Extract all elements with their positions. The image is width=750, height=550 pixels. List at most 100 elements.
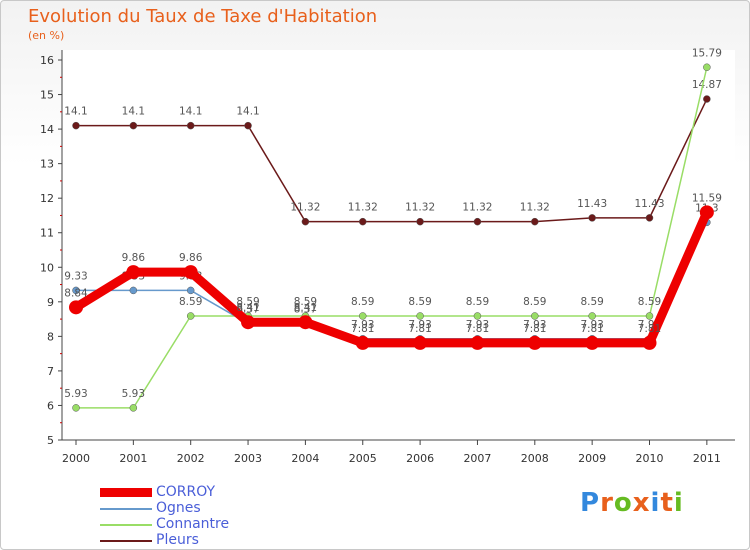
brand-logo: Proxiti [580, 488, 684, 518]
y-tick-label: 12 [40, 192, 54, 205]
x-tick-label: 2005 [349, 452, 377, 465]
data-point [531, 217, 539, 226]
data-point [473, 312, 482, 320]
data-point [129, 121, 138, 130]
data-point [359, 312, 367, 320]
brand-letter: t [660, 488, 674, 518]
data-label: 8.59 [580, 296, 603, 308]
data-point [585, 335, 600, 350]
data-point [72, 404, 80, 412]
data-label: 11.43 [577, 198, 607, 210]
brand-letter: r [600, 488, 614, 518]
y-tick-label: 8 [47, 330, 54, 343]
data-label: 8.59 [179, 296, 202, 308]
data-point [126, 265, 141, 280]
y-tick-label: 13 [40, 158, 54, 171]
x-tick-label: 2008 [521, 452, 549, 465]
y-tick-label: 16 [40, 54, 54, 67]
x-tick-label: 2009 [578, 452, 606, 465]
data-label: 7.81 [638, 323, 661, 335]
y-tick-label: 6 [47, 399, 54, 412]
data-point [183, 265, 198, 280]
data-label: 14.87 [692, 79, 722, 91]
data-label: 8.59 [294, 296, 317, 308]
series-line [73, 210, 711, 348]
data-label: 7.81 [580, 323, 603, 335]
data-label: 5.93 [122, 388, 145, 400]
data-point [473, 217, 482, 226]
data-point [355, 335, 370, 350]
data-point [531, 312, 539, 320]
data-label: 11.59 [692, 192, 722, 204]
x-tick-label: 2007 [463, 452, 491, 465]
data-label: 11.32 [290, 202, 320, 214]
data-point [703, 63, 711, 72]
data-label: 7.93 [408, 319, 431, 331]
y-tick-label: 10 [40, 261, 54, 274]
data-point [186, 312, 195, 320]
legend-label-pleurs: Pleurs [156, 532, 199, 548]
data-point [359, 217, 367, 226]
data-point [301, 217, 310, 226]
data-label: 8.59 [351, 296, 374, 308]
data-label: 8.41 [236, 302, 259, 314]
y-tick-label: 11 [40, 227, 54, 240]
data-label: 8.59 [523, 296, 546, 308]
legend-label-corroy: CORROY [156, 484, 216, 500]
x-tick-label: 2006 [406, 452, 434, 465]
chart-title: Evolution du Taux de Taxe d'Habitation [28, 6, 378, 27]
brand-letter: P [580, 488, 601, 518]
x-tick-label: 2004 [291, 452, 319, 465]
data-label: 5.93 [64, 388, 87, 400]
data-label: 7.81 [523, 323, 546, 335]
data-label: 9.86 [179, 252, 203, 264]
y-tick-label: 7 [47, 365, 54, 378]
data-label: 11.32 [520, 202, 550, 214]
data-point [527, 335, 542, 350]
legend-label-connantre: Connantre [156, 516, 230, 532]
x-tick-label: 2001 [119, 452, 147, 465]
data-point [241, 315, 256, 330]
data-label: 8.59 [408, 296, 431, 308]
data-label: 11.43 [634, 198, 664, 210]
legend-label-ognes: Ognes [156, 500, 201, 516]
data-label: 7.93 [351, 319, 374, 331]
data-label: 15.79 [692, 47, 722, 59]
data-point [129, 404, 138, 412]
y-tick-label: 5 [47, 434, 54, 447]
data-point [413, 335, 428, 350]
y-tick-label: 15 [40, 89, 54, 102]
data-point [645, 214, 654, 222]
series-line [76, 67, 708, 409]
data-point [699, 205, 714, 220]
series-line [76, 98, 708, 223]
brand-letter: o [613, 488, 633, 518]
data-label: 11.32 [462, 202, 492, 214]
y-axis-unit: (en %) [28, 29, 65, 42]
data-label: 11.32 [348, 202, 378, 214]
x-tick-label: 2010 [636, 452, 664, 465]
legend-swatch-connantre [100, 524, 152, 526]
data-label: 8.59 [466, 296, 489, 308]
data-point [645, 312, 654, 320]
data-label: 9.86 [122, 252, 146, 264]
data-label: 7.93 [523, 319, 546, 331]
brand-letter: i [650, 488, 661, 518]
data-label: 8.41 [294, 302, 317, 314]
data-point [129, 286, 138, 295]
data-point [642, 335, 657, 350]
data-label: 7.81 [466, 323, 489, 335]
x-tick-label: 2000 [62, 452, 90, 465]
data-label: 8.84 [64, 287, 88, 299]
y-tick-label: 9 [47, 296, 54, 309]
data-point [72, 286, 80, 295]
data-label: 8.59 [236, 296, 259, 308]
data-point [416, 312, 424, 320]
data-point [416, 217, 424, 226]
brand-letter: x [632, 488, 651, 518]
data-label: 7.93 [466, 319, 489, 331]
data-point [298, 315, 313, 330]
x-tick-label: 2002 [177, 452, 205, 465]
data-label: 8.59 [638, 296, 661, 308]
